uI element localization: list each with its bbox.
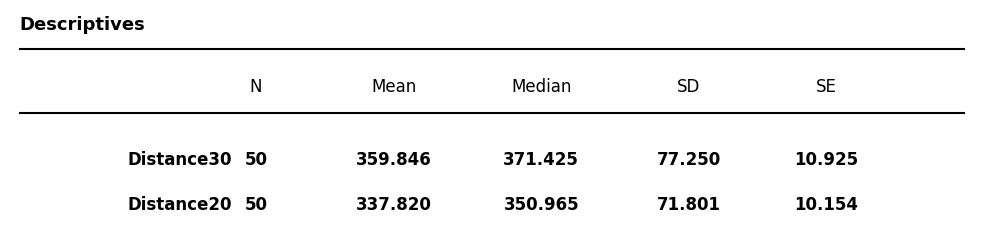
Text: 77.250: 77.250 — [656, 150, 721, 168]
Text: 350.965: 350.965 — [504, 195, 579, 213]
Text: 371.425: 371.425 — [503, 150, 580, 168]
Text: Descriptives: Descriptives — [20, 16, 146, 34]
Text: 50: 50 — [244, 150, 268, 168]
Text: 359.846: 359.846 — [356, 150, 431, 168]
Text: Distance20: Distance20 — [128, 195, 232, 213]
Text: N: N — [250, 77, 262, 95]
Text: SD: SD — [677, 77, 701, 95]
Text: 71.801: 71.801 — [656, 195, 721, 213]
Text: Median: Median — [511, 77, 572, 95]
Text: SE: SE — [816, 77, 837, 95]
Text: Distance30: Distance30 — [128, 150, 232, 168]
Text: 337.820: 337.820 — [355, 195, 432, 213]
Text: Mean: Mean — [371, 77, 416, 95]
Text: 50: 50 — [244, 195, 268, 213]
Text: 10.154: 10.154 — [794, 195, 859, 213]
Text: 10.925: 10.925 — [794, 150, 859, 168]
